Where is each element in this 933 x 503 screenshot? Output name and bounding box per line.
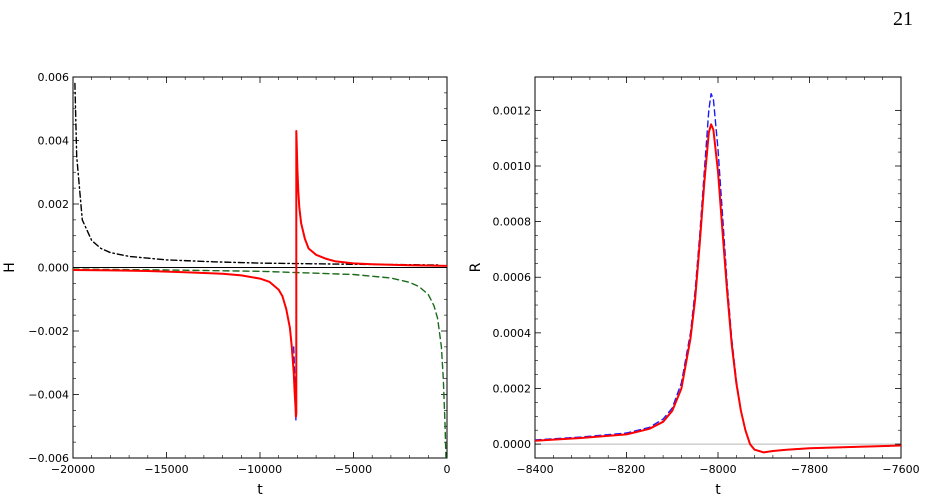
y-tick-label: 0.002 [38, 198, 70, 211]
x-tick-label: −8200 [608, 463, 645, 476]
y-tick-label: 0.006 [38, 71, 70, 84]
series-group [73, 82, 447, 458]
y-tick-label: −0.004 [28, 389, 69, 402]
series-group [535, 93, 901, 454]
series-line-3 [73, 130, 447, 418]
y-axis-label: H [2, 262, 18, 273]
y-tick-label: 0.000 [38, 262, 70, 275]
y-tick-label: 0.0012 [493, 104, 532, 117]
x-tick-label: −7600 [882, 463, 919, 476]
x-tick-label: −8400 [516, 463, 553, 476]
y-tick-label: 0.0004 [493, 327, 532, 340]
y-tick-label: 0.0008 [493, 216, 532, 229]
x-axis-label: t [257, 482, 263, 498]
x-axis-label: t [715, 482, 721, 498]
h-vs-t-chart: −20000 −15000 −10000 −5000 0 −0.006 −0.004 −0.0… [2, 71, 451, 498]
series-line-1 [73, 268, 447, 458]
r-vs-t-chart: −8400 −8200 −8000 −7800 −7600 0.0000 0.0002 0.0… [468, 76, 920, 498]
y-tick-label: 0.0000 [493, 438, 532, 451]
y-axis-label: R [468, 262, 484, 272]
x-tick-label: 0 [444, 463, 451, 476]
x-tick-label: −20000 [51, 463, 95, 476]
x-tick-label: −10000 [238, 463, 282, 476]
series-line-0 [535, 93, 901, 454]
x-tick-label: −8000 [699, 463, 736, 476]
plot-frame [534, 76, 902, 459]
y-tick-label: 0.0006 [493, 271, 532, 284]
x-tick-label: −7800 [791, 463, 828, 476]
y-tick-label: 0.0002 [493, 382, 532, 395]
series-line-0 [74, 82, 439, 266]
y-tick-label: 0.004 [38, 135, 70, 148]
y-tick-label: 0.0010 [493, 160, 532, 173]
page-number: 21 [893, 8, 913, 30]
x-tick-label: −15000 [144, 463, 188, 476]
x-tick-label: −5000 [335, 463, 372, 476]
series-line-1 [535, 123, 901, 454]
y-tick-label: −0.006 [28, 452, 69, 465]
y-tick-label: −0.002 [28, 325, 69, 338]
